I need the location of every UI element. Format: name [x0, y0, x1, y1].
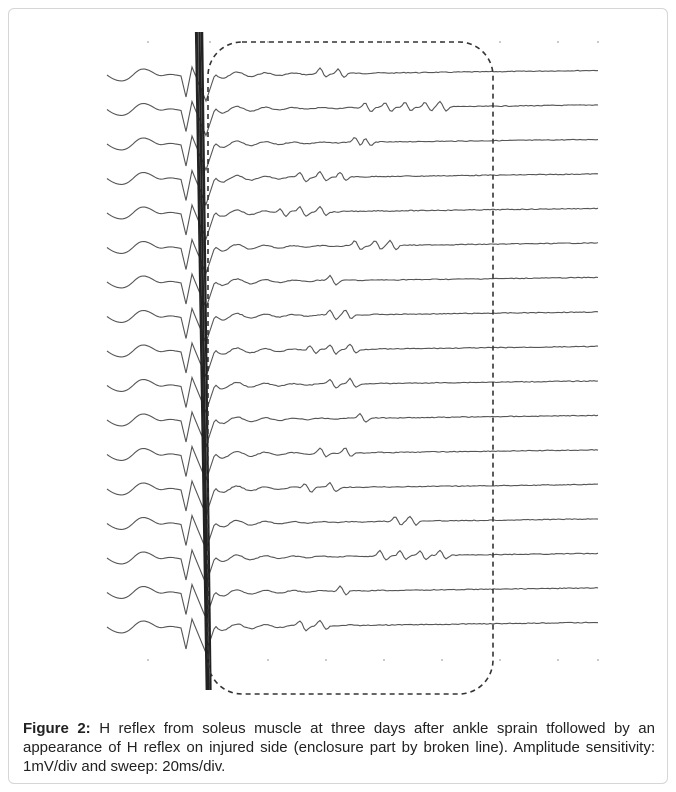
emg-trace	[106, 134, 599, 172]
emg-trace	[106, 582, 599, 621]
grid-dot	[441, 659, 443, 661]
figure-caption-text: H reflex from soleus muscle at three day…	[23, 720, 655, 775]
emg-trace	[106, 237, 599, 276]
grid-dot	[597, 659, 599, 661]
emg-trace	[106, 65, 599, 103]
emg-trace	[106, 168, 599, 207]
artifact-line	[202, 31, 212, 691]
grid-dot	[499, 41, 501, 43]
emg-trace	[106, 617, 599, 655]
emg-trace	[106, 513, 599, 552]
figure-frame	[8, 8, 668, 784]
emg-trace	[106, 341, 598, 379]
emg-trace	[106, 410, 599, 448]
figure-caption: Figure 2: H reflex from soleus muscle at…	[23, 719, 655, 776]
emg-trace	[106, 548, 599, 586]
grid-dot	[557, 659, 559, 661]
artifact-line	[197, 31, 208, 691]
emg-trace	[106, 99, 599, 138]
grid-dot	[267, 41, 269, 43]
emg-trace	[106, 272, 599, 310]
stimulus-artifact	[194, 31, 212, 691]
grid-dot	[147, 41, 149, 43]
grid-dots	[147, 41, 599, 661]
emg-trace	[106, 375, 599, 414]
emg-trace	[106, 479, 599, 517]
grid-dot	[147, 659, 149, 661]
artifact-line	[198, 31, 209, 691]
grid-dot	[209, 41, 211, 43]
h-reflex-recording	[106, 31, 599, 695]
grid-dot	[383, 659, 385, 661]
grid-dot	[325, 659, 327, 661]
trace-group	[106, 65, 599, 655]
emg-trace	[106, 306, 599, 345]
grid-dot	[267, 659, 269, 661]
emg-trace	[106, 203, 599, 241]
emg-trace	[106, 444, 599, 483]
grid-dot	[597, 41, 599, 43]
artifact-line	[194, 31, 208, 691]
artifact-line	[199, 31, 210, 691]
figure-label: Figure 2:	[23, 720, 91, 737]
grid-dot	[499, 659, 501, 661]
grid-dot	[383, 41, 385, 43]
h-reflex-enclosure	[207, 41, 494, 695]
trace-plot	[106, 31, 599, 695]
grid-dot	[557, 41, 559, 43]
